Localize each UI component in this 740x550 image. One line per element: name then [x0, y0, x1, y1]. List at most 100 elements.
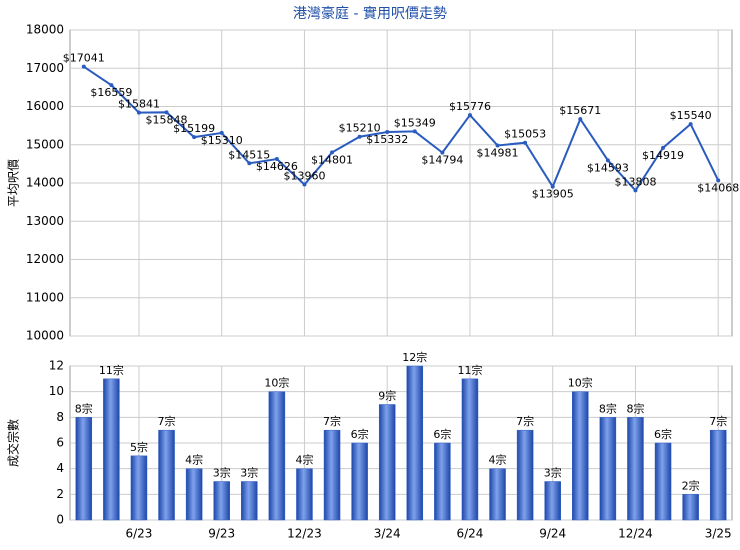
bar: [461, 378, 479, 521]
data-label: 2宗: [682, 478, 700, 492]
y-tick-label: 18000: [26, 23, 64, 37]
point: [605, 158, 610, 163]
y-tick-label: 17000: [26, 61, 64, 75]
bar: [572, 391, 589, 521]
x-tick-label: 3/25: [705, 527, 732, 541]
data-label: 9宗: [378, 389, 396, 403]
data-label: 8宗: [626, 401, 644, 415]
data-label: 11宗: [99, 363, 124, 377]
y-tick-label: 13000: [26, 214, 64, 228]
data-label: 11宗: [457, 363, 482, 377]
data-label: $16559: [90, 86, 132, 99]
data-label: $15848: [146, 113, 188, 126]
bar: [323, 429, 341, 521]
point: [716, 178, 721, 183]
bar: [709, 429, 727, 521]
x-tick-label: 6/24: [456, 527, 483, 541]
point: [467, 113, 472, 118]
bar: [654, 442, 672, 521]
point: [578, 117, 583, 122]
point: [164, 110, 169, 115]
data-label: $13905: [532, 188, 574, 201]
data-label: 6宗: [351, 427, 369, 441]
data-label: 7宗: [158, 414, 176, 428]
data-label: $15199: [173, 122, 215, 135]
data-label: 7宗: [516, 414, 534, 428]
point: [274, 157, 279, 162]
x-tick-label: 9/23: [208, 527, 235, 541]
bar: [296, 468, 313, 521]
point: [247, 161, 252, 166]
data-label: 12宗: [402, 350, 427, 364]
data-label: $14981: [477, 146, 519, 159]
point: [219, 130, 224, 135]
bar: [130, 455, 148, 521]
data-label: 3宗: [240, 466, 258, 480]
bar: [489, 468, 506, 521]
data-label: $15332: [366, 133, 408, 146]
y-tick-label: 10: [49, 384, 64, 398]
bar: [516, 429, 534, 521]
bar: [241, 481, 258, 521]
point: [495, 143, 500, 148]
bar: [268, 391, 286, 521]
data-label: 3宗: [213, 466, 231, 480]
point: [688, 122, 693, 127]
data-label: $15053: [504, 128, 546, 141]
y-tick-label: 16000: [26, 99, 64, 113]
point: [550, 184, 555, 189]
data-label: 7宗: [323, 414, 341, 428]
data-label: 5宗: [130, 440, 148, 454]
y-tick-label: 12000: [26, 252, 64, 266]
data-label: $17041: [63, 52, 105, 65]
y-tick-label: 6: [56, 436, 64, 450]
data-label: $15841: [118, 98, 160, 111]
data-label: 3宗: [544, 466, 562, 480]
line: [83, 65, 720, 192]
y-tick-label: 15000: [26, 137, 64, 151]
y-tick-label: 14000: [26, 176, 64, 190]
data-label: $15210: [339, 122, 381, 135]
point: [81, 64, 86, 69]
bar: [599, 417, 617, 521]
y-axis-label: 成交宗數: [6, 419, 21, 467]
x-tick-label: 6/23: [125, 527, 152, 541]
y-tick-label: 10000: [26, 329, 64, 343]
y-tick-label: 2: [56, 487, 64, 501]
bar: [434, 442, 451, 521]
y-tick-label: 12: [49, 359, 64, 373]
data-label: $15776: [449, 100, 491, 113]
data-label: 10宗: [568, 376, 593, 390]
chart-title: 港灣豪庭 - 實用呎價走勢: [293, 5, 447, 22]
data-label: 7宗: [709, 414, 727, 428]
data-label: $14068: [697, 181, 739, 194]
x-tick-label: 3/24: [374, 527, 401, 541]
point: [523, 140, 528, 145]
bar: [185, 468, 203, 521]
y-tick-label: 8: [56, 410, 64, 424]
bar: [406, 365, 424, 521]
bar: [158, 429, 175, 521]
data-label: $13960: [283, 170, 325, 183]
point: [330, 150, 335, 155]
data-label: $13808: [614, 175, 656, 188]
data-label: 6宗: [433, 427, 451, 441]
data-label: 10宗: [264, 376, 289, 390]
data-label: $15349: [394, 116, 436, 129]
data-label: $14801: [311, 153, 353, 166]
data-label: $14593: [587, 161, 629, 174]
point: [109, 83, 114, 88]
data-label: 8宗: [599, 401, 617, 415]
x-tick-label: 12/23: [287, 527, 322, 541]
bar: [213, 481, 230, 521]
data-label: $15310: [201, 134, 243, 147]
data-label: $15671: [559, 104, 601, 117]
y-tick-label: 4: [56, 461, 64, 475]
bar: [351, 442, 368, 521]
y-axis-label: 平均呎價: [7, 159, 21, 207]
point: [192, 135, 197, 140]
bar: [627, 417, 644, 521]
x-tick-label: 9/24: [539, 527, 566, 541]
y-tick-label: 0: [56, 513, 64, 527]
bar: [378, 404, 396, 521]
